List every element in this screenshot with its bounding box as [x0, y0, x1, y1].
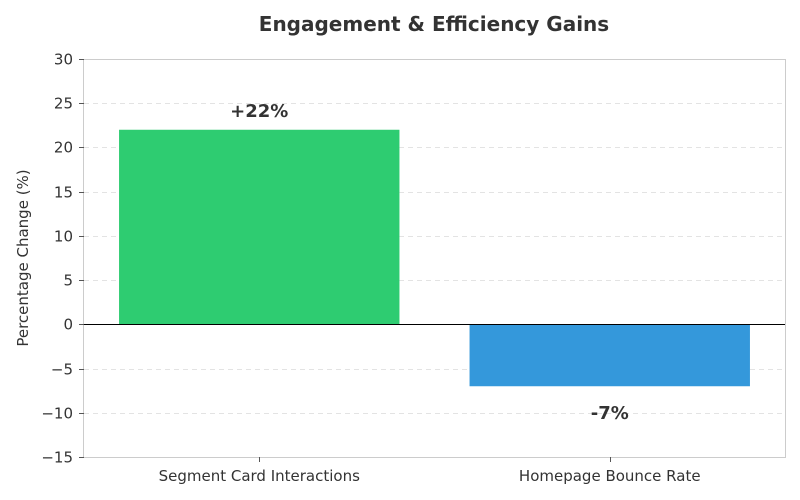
y-axis-ticks: −15 −10 −5 0 5 10 15 20 25 30	[41, 51, 84, 467]
bar-1	[119, 129, 400, 325]
bars	[119, 129, 750, 387]
y-tick-label: −15	[41, 449, 73, 467]
data-labels: +22% -7%	[230, 101, 629, 424]
x-axis-ticks: Segment Card Interactions Homepage Bounce…	[159, 457, 701, 485]
chart-title: Engagement & Efficiency Gains	[259, 12, 609, 36]
y-tick-label: 25	[54, 95, 73, 113]
y-tick-label: −5	[51, 361, 73, 379]
x-tick-label: Homepage Bounce Rate	[519, 467, 701, 485]
plot-frame	[83, 59, 786, 458]
y-tick-label: 0	[63, 316, 73, 334]
y-tick-label: −10	[41, 405, 73, 423]
data-label-2: -7%	[591, 403, 629, 424]
y-tick-label: 5	[63, 272, 73, 290]
data-label-1: +22%	[230, 101, 288, 122]
bar-2	[469, 324, 750, 387]
y-tick-label: 20	[54, 139, 73, 157]
x-tick-label: Segment Card Interactions	[159, 467, 361, 485]
y-tick-label: 10	[54, 228, 73, 246]
y-tick-label: 15	[54, 184, 73, 202]
y-tick-label: 30	[54, 51, 73, 69]
y-axis-label: Percentage Change (%)	[14, 169, 32, 346]
